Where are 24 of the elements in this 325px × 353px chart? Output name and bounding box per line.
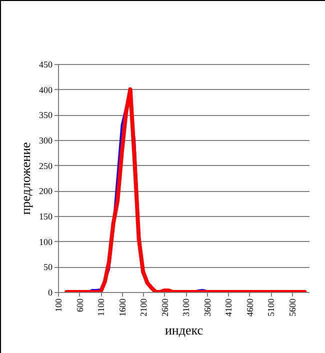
y-tick-label: 150: [39, 212, 53, 222]
y-tick-label: 350: [39, 110, 53, 120]
x-tick-label: 5100: [266, 298, 276, 316]
x-tick-label: 4600: [244, 298, 255, 316]
y-tick-label: 0: [48, 288, 53, 298]
x-tick-label: 4100: [224, 298, 234, 316]
y-tick-label: 300: [39, 136, 53, 146]
y-tick-label: 450: [39, 60, 53, 70]
x-tick-label: 2600: [160, 298, 170, 316]
x-tick-label: 5600: [287, 298, 298, 316]
x-tick-label: 2100: [138, 298, 149, 316]
x-tick-label: 3600: [202, 298, 212, 316]
x-axis-title: индекс: [164, 322, 204, 338]
x-tick-label: 1100: [96, 298, 106, 316]
y-tick-label: 50: [44, 262, 53, 272]
x-tick-label: 1600: [117, 298, 128, 316]
y-tick-label: 200: [39, 186, 53, 196]
x-tick-label: 3100: [181, 298, 192, 316]
y-tick-label: 100: [39, 236, 53, 247]
x-tick-label: 600: [74, 298, 85, 312]
y-axis-title: предложение: [18, 142, 33, 215]
x-tick-label: 100: [54, 298, 64, 312]
y-tick-label: 400: [39, 84, 53, 95]
y-tick-label: 250: [39, 160, 53, 171]
